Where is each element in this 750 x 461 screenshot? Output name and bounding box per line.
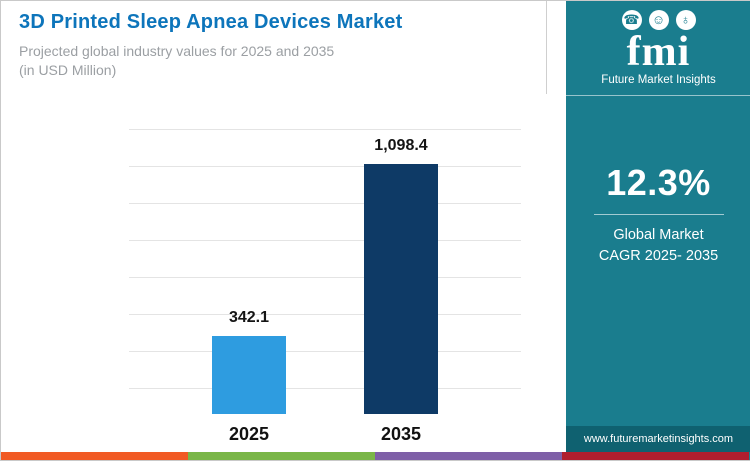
cagr-label: Global Market CAGR 2025- 2035 xyxy=(566,225,750,267)
subtitle: Projected global industry values for 202… xyxy=(19,42,549,80)
footer-strip xyxy=(1,452,749,460)
page-title: 3D Printed Sleep Apnea Devices Market xyxy=(19,11,403,33)
fmi-logo: ☎ ☺ ♁ fmi Future Market Insights xyxy=(566,1,750,86)
logo-separator xyxy=(566,95,750,96)
x-axis-label: 2035 xyxy=(380,424,422,444)
bar-group: 1,098.4 2035 xyxy=(364,129,438,444)
header: 3D Printed Sleep Apnea Devices Market Pr… xyxy=(19,11,549,80)
header-divider xyxy=(546,1,547,94)
subtitle-line1: Projected global industry values for 202… xyxy=(19,43,335,59)
cagr-block: 12.3% Global Market CAGR 2025- 2035 xyxy=(566,162,750,267)
bar-chart-plot-area: 342.1 2025 1,098.4 2035 xyxy=(129,129,521,444)
logo-wordmark: fmi xyxy=(626,29,691,75)
bar xyxy=(364,164,438,414)
person-icon: ☺ xyxy=(648,10,669,30)
footer-strip-segment xyxy=(562,452,749,460)
logo-company-name: Future Market Insights xyxy=(601,74,716,86)
subtitle-line2: (in USD Million) xyxy=(19,62,117,78)
globe-icon: ♁ xyxy=(675,10,696,30)
logo-icons: ☎ ☺ ♁ xyxy=(566,10,750,30)
footer-strip-segment xyxy=(1,452,188,460)
bar xyxy=(212,336,286,414)
bar-group: 342.1 2025 xyxy=(212,129,286,444)
phone-icon: ☎ xyxy=(621,10,642,30)
footer-strip-segment xyxy=(375,452,562,460)
website-link[interactable]: www.futuremarketinsights.com xyxy=(566,426,750,452)
main-area: 3D Printed Sleep Apnea Devices Market Pr… xyxy=(1,1,566,452)
sidebar: ☎ ☺ ♁ fmi Future Market Insights 12.3% G… xyxy=(566,1,750,460)
cagr-label-line2: CAGR 2025- 2035 xyxy=(598,248,719,264)
cagr-value: 12.3% xyxy=(606,162,711,203)
footer-strip-segment xyxy=(188,452,375,460)
bar-value-label: 342.1 xyxy=(228,309,270,326)
bar-value-label: 1,098.4 xyxy=(374,137,428,154)
cagr-label-line1: Global Market xyxy=(613,227,704,243)
bars: 342.1 2025 1,098.4 2035 xyxy=(129,129,521,444)
cagr-separator xyxy=(593,214,724,215)
x-axis-label: 2025 xyxy=(228,424,270,444)
